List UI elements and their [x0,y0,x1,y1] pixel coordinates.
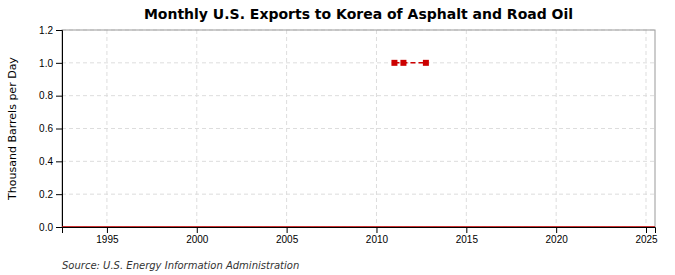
grid-line-x [376,30,377,227]
series [62,227,655,228]
y-tick: 0.0 [39,222,62,233]
x-tick: 2015 [456,227,479,245]
y-tick: 0.8 [39,90,62,101]
x-tick-mark [646,227,647,233]
grid [62,30,655,227]
x-tick-mark [556,227,557,233]
y-tick-label: 0.2 [39,189,53,200]
y-tick-mark [56,194,62,195]
y-tick-mark [56,96,62,97]
y-tick-label: 0.8 [39,90,53,101]
grid-line-x [466,30,467,227]
x-axis-line [63,228,656,234]
x-axis: 1995 2000 2005 2010 2015 2020 2025 [63,227,659,245]
x-tick-label: 2020 [546,234,569,245]
x-tick-label: 2005 [276,234,299,245]
y-tick-label: 1.2 [39,25,53,36]
source: Source: U.S. Energy Information Administ… [62,260,299,271]
y-tick: 1.2 [39,25,62,36]
x-tick-mark [466,227,467,233]
series-line [62,226,655,227]
y-axis: 0.0 0.2 0.4 0.6 0.8 1.0 1.2 [39,25,62,233]
x-tick-mark [107,227,108,233]
y-tick: 1.0 [39,58,62,69]
y-tick: 0.4 [39,156,62,167]
x-tick: 2010 [366,227,389,245]
chart: 1995 2000 2005 2010 2015 2020 2025 0.0 0.2 0.4 0.6… [0,0,675,275]
grid-line-y [62,161,655,162]
x-tick-label: 2010 [366,234,389,245]
grid-line-y [62,62,655,63]
y-tick: 0.6 [39,123,62,134]
grid-line-y [62,194,655,195]
x-tick: 2025 [635,227,658,245]
plot-frame [62,30,655,227]
x-tick-mark [287,227,288,233]
point [391,60,397,66]
y-tick-mark [56,63,62,64]
series-line [394,62,425,64]
plot-area: 1995 2000 2005 2010 2015 2020 2025 0.0 0.2 0.4 0.6… [39,25,658,245]
title: Monthly U.S. Exports to Korea of Asphalt… [144,6,573,22]
x-tick: 2020 [546,227,569,245]
y-tick-mark [56,227,62,228]
x-tick: 2000 [186,227,209,245]
y-tick-label: 0.4 [39,156,53,167]
y-tick-mark [56,30,62,31]
y-axis-title: Thousand Barrels per Day [6,57,19,201]
y-tick-mark [56,129,62,130]
x-tick-mark [197,227,198,233]
grid-line-y [62,95,655,96]
y-tick-label: 0.6 [39,123,53,134]
x-tick-label: 1995 [96,234,119,245]
x-tick: 2005 [276,227,299,245]
x-tick-mark [376,227,377,233]
x-tick: 1995 [96,227,119,245]
point [400,60,406,66]
y-axis-line [56,31,63,228]
data-layer [62,60,655,227]
grid-line-y [62,128,655,129]
x-tick-label: 2000 [186,234,209,245]
point [423,60,429,66]
y-tick: 0.2 [39,189,62,200]
y-tick-mark [56,161,62,162]
x-tick-label: 2025 [635,234,658,245]
y-tick-label: 1.0 [39,58,53,69]
x-tick-label: 2015 [456,234,479,245]
y-tick-label: 0.0 [39,222,53,233]
series [391,60,428,66]
